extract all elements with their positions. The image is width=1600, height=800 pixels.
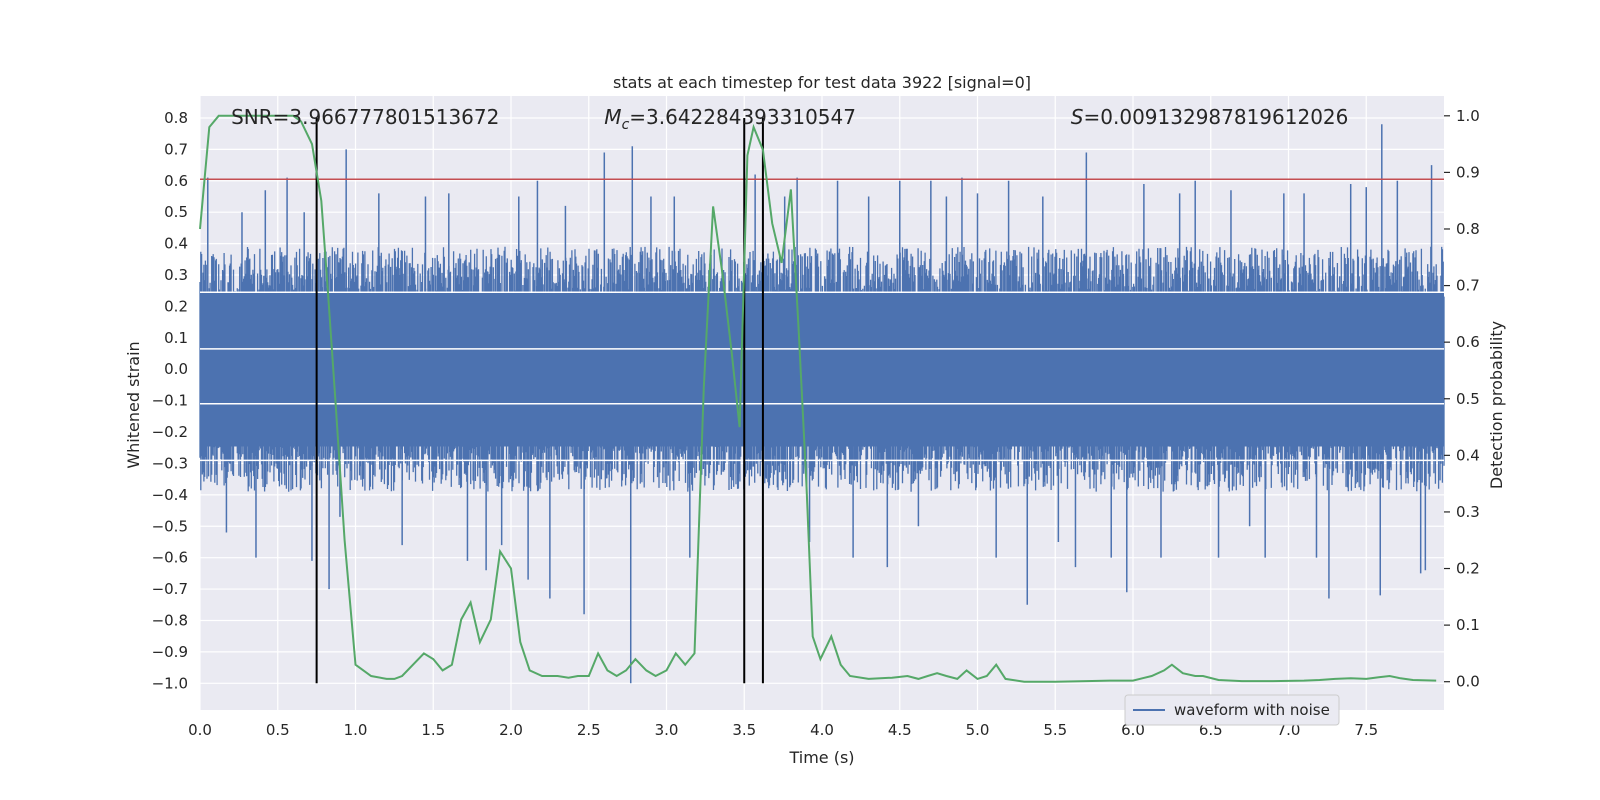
y-tick-label-right: 0.8 [1456,220,1480,238]
x-tick-label: 4.0 [810,721,834,739]
detection-probability-line [199,114,1437,683]
y-tick-label-right: 0.2 [1456,560,1480,578]
x-tick-label: 0.0 [188,721,212,739]
x-tick-label: 5.0 [966,721,990,739]
chart-title: stats at each timestep for test data 392… [613,73,1031,92]
x-tick-label: 2.0 [499,721,523,739]
legend-label: waveform with noise [1174,701,1330,719]
y-tick-label-left: 0.3 [164,266,188,284]
x-axis-label: Time (s) [788,748,854,767]
snr-annotation: SNR=3.966777801513672 [231,105,499,129]
y-tick-label-left: 0.4 [164,235,188,253]
x-tick-label: 5.5 [1043,721,1067,739]
y-tick-label-right: 0.3 [1456,503,1480,521]
y-tick-label-right: 0.5 [1456,390,1480,408]
legend-box [1124,694,1340,726]
x-tick-label: 3.5 [732,721,756,739]
y-tick-label-right: 0.1 [1456,616,1480,634]
y-tick-label-left: 0.6 [164,172,188,190]
y-tick-label-left: 0.7 [164,140,188,158]
x-tick-label: 3.0 [655,721,679,739]
y-tick-label-left: −0.4 [152,486,188,504]
s-annotation: S=0.009132987819612026 [1071,105,1349,129]
y-tick-label-left: 0.5 [164,203,188,221]
x-tick-label: 2.5 [577,721,601,739]
x-tick-label: 1.0 [344,721,368,739]
x-tick-label: 4.5 [888,721,912,739]
x-tick-label: 7.5 [1354,721,1378,739]
y-axis-left: 0.8 0.7 0.6 0.5 0.4 0.3 0.2 0.1 0.0 −0.1 −0.2 −0.3 −… [152,109,188,692]
y-tick-label-left: −0.5 [152,517,188,535]
y-axis-right-label: Detection probability [1487,321,1506,489]
y-axis-left-label: Whitened strain [124,341,143,468]
y-tick-label-left: −1.0 [152,674,188,692]
waveform-core [200,291,1444,447]
y-tick-label-left: 0.2 [164,297,188,315]
y-tick-label-right: 0.7 [1456,277,1480,295]
y-tick-label-left: −0.7 [152,580,188,598]
overlays [199,114,1444,684]
y-tick-label-left: −0.6 [152,549,188,567]
y-axis-right: 1.0 0.9 0.8 0.7 0.6 0.5 0.4 0.3 0.2 0.1 0.0 [1444,107,1480,691]
y-tick-label-right: 0.9 [1456,163,1480,181]
x-tick-label: 1.5 [421,721,445,739]
y-tick-label-right: 0.6 [1456,333,1480,351]
y-tick-label-left: −0.2 [152,423,188,441]
y-tick-label-left: −0.1 [152,392,188,410]
y-tick-label-left: −0.8 [152,611,188,629]
y-tick-label-left: 0.8 [164,109,188,127]
y-tick-label-right: 0.4 [1456,446,1480,464]
chirp-mass-annotation: Mc=3.642284393310547 [604,105,856,133]
y-tick-label-left: −0.9 [152,643,188,661]
legend: waveform with noise [1124,694,1340,726]
y-tick-label-right: 1.0 [1456,107,1480,125]
x-tick-label: 0.5 [266,721,290,739]
y-tick-label-right: 0.0 [1456,673,1480,691]
y-tick-label-left: 0.1 [164,329,188,347]
y-tick-label-left: −0.3 [152,454,188,472]
y-tick-label-left: 0.0 [164,360,188,378]
